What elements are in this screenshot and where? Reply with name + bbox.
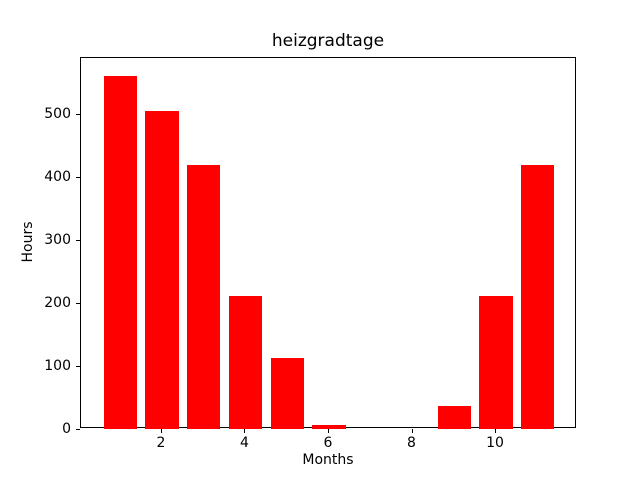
x-tick-label-10: 10 [486, 434, 504, 451]
y-tick-mark-500 [76, 114, 80, 116]
x-tick-label-6: 6 [323, 434, 333, 451]
bar-month-10 [479, 295, 513, 429]
y-tick-mark-0 [76, 428, 80, 430]
x-axis-label: Months [302, 452, 354, 468]
x-tick-mark-8 [411, 428, 413, 433]
x-tick-label-2: 2 [156, 434, 166, 451]
x-tick-label-8: 8 [407, 434, 416, 451]
bar-month-1 [103, 75, 137, 429]
x-tick-mark-2 [160, 428, 162, 433]
y-tick-label-100: 100 [44, 357, 71, 374]
bar-month-6 [312, 425, 346, 429]
y-tick-label-400: 400 [44, 168, 71, 185]
y-axis-label-text: Hours [20, 221, 36, 263]
chart-title: heizgradtage [271, 31, 385, 51]
y-tick-mark-200 [76, 302, 80, 304]
bar-month-4 [228, 296, 263, 429]
plot-area [80, 57, 576, 429]
bar-month-9 [437, 405, 471, 429]
y-tick-mark-300 [76, 239, 80, 241]
y-tick-label-200: 200 [44, 294, 71, 311]
bar-month-11 [521, 164, 555, 429]
bar-month-5 [270, 357, 304, 429]
y-tick-label-300: 300 [44, 231, 71, 248]
x-tick-mark-6 [328, 428, 329, 433]
y-tick-label-500: 500 [44, 106, 71, 123]
bar-month-2 [145, 111, 179, 429]
x-tick-mark-4 [244, 428, 246, 433]
y-tick-label-0: 0 [62, 420, 71, 437]
bar-month-3 [187, 164, 221, 429]
y-tick-mark-400 [76, 176, 80, 178]
y-tick-mark-100 [76, 365, 80, 367]
x-tick-mark-10 [495, 428, 496, 433]
x-tick-label-4: 4 [240, 434, 249, 451]
